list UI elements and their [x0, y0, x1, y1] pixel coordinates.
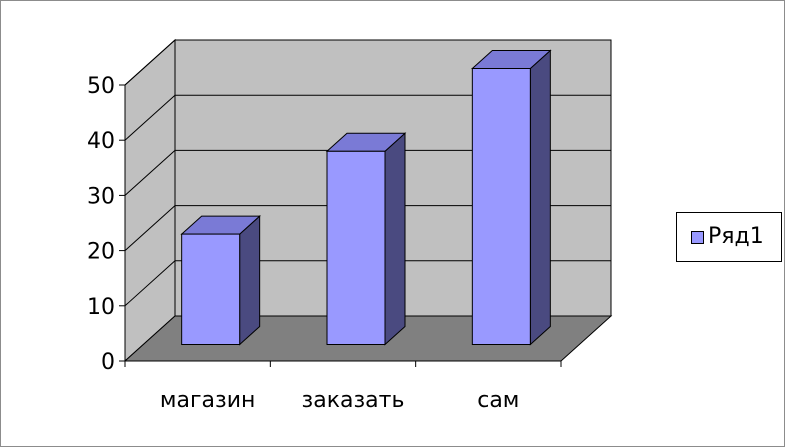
gridline-side-1: [124, 260, 176, 307]
x-tick-label-0: магазин: [160, 388, 256, 413]
gridline-side-3: [124, 150, 176, 196]
legend-label-series-1: Ряд1: [708, 224, 764, 249]
gridline-side-2: [124, 205, 176, 251]
y-tick-label-1: 10: [87, 295, 115, 320]
side-wall: [124, 38, 176, 363]
bar-side-2: [529, 49, 551, 346]
bar-side-1: [384, 132, 406, 346]
bar-1: [326, 150, 386, 345]
legend: Ряд1: [676, 212, 782, 262]
bar-2: [471, 68, 531, 345]
y-tick-label-5: 50: [87, 74, 115, 99]
y-tick-label-4: 40: [87, 129, 115, 154]
y-tick-label-0: 0: [101, 350, 115, 375]
gridline-side-4: [124, 94, 176, 141]
x-tick-label-2: сам: [477, 388, 519, 413]
gridline-side-5: [124, 39, 176, 86]
y-tick-label-3: 30: [87, 184, 115, 209]
y-tick-label-2: 20: [87, 240, 115, 265]
legend-swatch-series-1: [691, 230, 704, 244]
x-tick-label-1: заказать: [302, 388, 405, 413]
bar-0: [181, 233, 241, 346]
bar-side-0: [239, 214, 261, 346]
